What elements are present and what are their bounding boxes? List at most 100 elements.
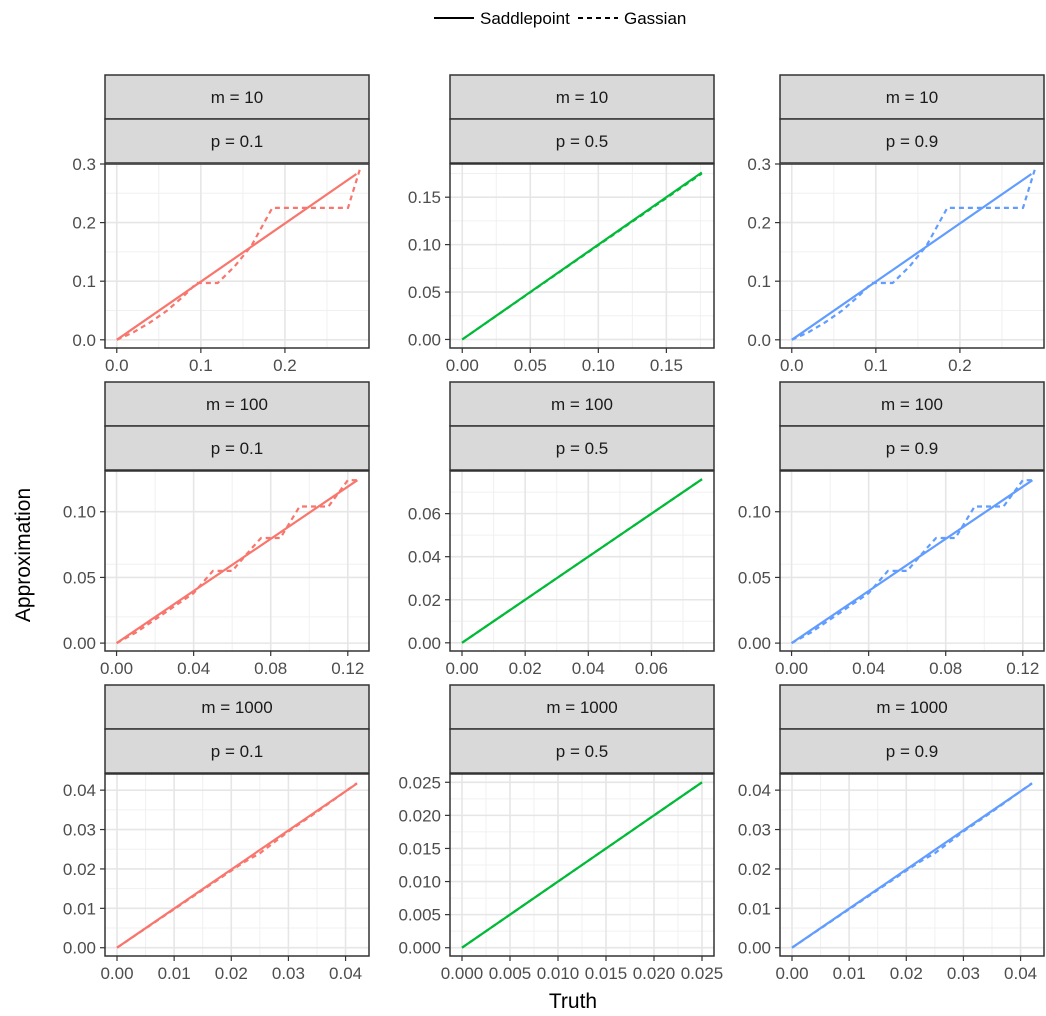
y-tick-label: 0.03 bbox=[738, 821, 771, 840]
y-tick-label: 0.02 bbox=[408, 591, 441, 610]
series-gassian bbox=[461, 781, 703, 949]
strip-p bbox=[779, 118, 1045, 164]
strip-m bbox=[449, 684, 715, 730]
y-tick-label: 0.02 bbox=[63, 860, 96, 879]
y-tick-label: 0.00 bbox=[408, 634, 441, 653]
y-tick-label: 0.020 bbox=[398, 806, 441, 825]
x-tick-label: 0.15 bbox=[650, 356, 683, 375]
x-tick-label: 0.2 bbox=[273, 356, 297, 375]
panel-6: m = 100 p = 0.9 0.00 0.04 0.08 0.12 0.00 0.05 0.… bbox=[738, 381, 1045, 678]
panel-1: m = 10 p = 0.1 0.0 0.1 0.2 0.0 0.1 0.2 0.3 bbox=[72, 74, 370, 375]
y-tick-label: 0.05 bbox=[408, 283, 441, 302]
y-tick-label: 0.000 bbox=[398, 939, 441, 958]
y-tick-label: 0.00 bbox=[738, 939, 771, 958]
panel-7: m = 1000 p = 0.1 0.00 0.01 0.02 0.03 0.04 0.00 0… bbox=[63, 684, 370, 983]
y-tick-label: 0.01 bbox=[63, 899, 96, 918]
x-tick-label: 0.05 bbox=[514, 356, 547, 375]
x-tick-label: 0.01 bbox=[158, 964, 191, 983]
strip-p bbox=[449, 728, 715, 774]
y-tick-label: 0.0 bbox=[747, 331, 771, 350]
strip-m bbox=[104, 684, 370, 730]
x-tick-label: 0.04 bbox=[1004, 964, 1037, 983]
y-tick-label: 0.06 bbox=[408, 505, 441, 524]
panel-border bbox=[104, 163, 370, 349]
y-tick-label: 0.0 bbox=[72, 331, 96, 350]
x-tick-label: 0.04 bbox=[177, 659, 210, 678]
y-tick-label: 0.04 bbox=[63, 781, 96, 800]
series-saddlepoint bbox=[116, 173, 358, 341]
x-tick-label: 0.005 bbox=[489, 964, 532, 983]
x-tick-label: 0.000 bbox=[441, 964, 484, 983]
y-tick-label: 0.15 bbox=[408, 188, 441, 207]
y-tick-label: 0.10 bbox=[63, 503, 96, 522]
y-tick-label: 0.05 bbox=[738, 568, 771, 587]
strip-p bbox=[779, 728, 1045, 774]
panel-border bbox=[779, 163, 1045, 349]
y-tick-label: 0.1 bbox=[747, 272, 771, 291]
y-tick-label: 0.00 bbox=[738, 634, 771, 653]
x-tick-label: 0.00 bbox=[100, 964, 133, 983]
strip-p bbox=[104, 118, 370, 164]
panel-4: m = 100 p = 0.1 0.00 0.04 0.08 0.12 0.00 0.05 0.… bbox=[63, 381, 370, 678]
series-gassian bbox=[791, 782, 1033, 949]
strip-label-p: p = 0.9 bbox=[886, 439, 938, 458]
y-tick-label: 0.02 bbox=[738, 860, 771, 879]
x-tick-label: 0.0 bbox=[105, 356, 129, 375]
strip-label-m: m = 1000 bbox=[546, 698, 617, 717]
x-tick-label: 0.08 bbox=[929, 659, 962, 678]
x-tick-label: 0.02 bbox=[890, 964, 923, 983]
series-gassian bbox=[461, 478, 703, 644]
strip-m bbox=[779, 684, 1045, 730]
x-tick-label: 0.1 bbox=[864, 356, 888, 375]
strip-p bbox=[449, 118, 715, 164]
x-tick-label: 0.00 bbox=[775, 964, 808, 983]
strip-p bbox=[104, 728, 370, 774]
x-tick-label: 0.04 bbox=[572, 659, 605, 678]
x-tick-label: 0.00 bbox=[100, 659, 133, 678]
x-tick-label: 0.00 bbox=[446, 356, 479, 375]
panel-border bbox=[779, 470, 1045, 652]
legend: Saddlepoint Gassian bbox=[434, 9, 686, 28]
strip-p bbox=[449, 425, 715, 471]
x-tick-label: 0.03 bbox=[947, 964, 980, 983]
strip-label-p: p = 0.1 bbox=[211, 439, 263, 458]
y-tick-label: 0.2 bbox=[747, 214, 771, 233]
series-saddlepoint bbox=[790, 479, 1034, 645]
panel-border bbox=[449, 163, 715, 349]
series-gassian bbox=[116, 166, 362, 341]
strip-p bbox=[779, 425, 1045, 471]
strip-label-m: m = 10 bbox=[211, 88, 263, 107]
y-tick-label: 0.01 bbox=[738, 899, 771, 918]
x-tick-label: 0.020 bbox=[633, 964, 676, 983]
y-tick-label: 0.05 bbox=[63, 568, 96, 587]
panel-2: m = 10 p = 0.5 0.00 0.05 0.10 0.15 0.00 0.05 0.1… bbox=[408, 74, 715, 375]
y-tick-label: 0.00 bbox=[63, 634, 96, 653]
y-tick-label: 0.2 bbox=[72, 214, 96, 233]
strip-label-p: p = 0.1 bbox=[211, 132, 263, 151]
series-saddlepoint bbox=[791, 173, 1033, 341]
series-gassian bbox=[461, 172, 703, 341]
legend-label-saddlepoint: Saddlepoint bbox=[480, 9, 570, 28]
legend-label-gassian: Gassian bbox=[624, 9, 686, 28]
x-tick-label: 0.04 bbox=[852, 659, 885, 678]
strip-p bbox=[104, 425, 370, 471]
strip-label-m: m = 10 bbox=[556, 88, 608, 107]
panel-border bbox=[104, 470, 370, 652]
strip-m bbox=[449, 74, 715, 120]
x-tick-label: 0.02 bbox=[509, 659, 542, 678]
strip-label-m: m = 1000 bbox=[876, 698, 947, 717]
y-tick-label: 0.10 bbox=[738, 503, 771, 522]
strip-label-m: m = 1000 bbox=[201, 698, 272, 717]
y-tick-label: 0.3 bbox=[747, 155, 771, 174]
x-tick-label: 0.04 bbox=[329, 964, 362, 983]
y-tick-label: 0.00 bbox=[63, 939, 96, 958]
y-axis-title: Approximation bbox=[12, 488, 35, 622]
x-tick-label: 0.1 bbox=[189, 356, 213, 375]
x-axis-title: Truth bbox=[549, 990, 597, 1013]
x-tick-label: 0.12 bbox=[331, 659, 364, 678]
x-tick-label: 0.025 bbox=[681, 964, 724, 983]
panel-border bbox=[104, 773, 370, 957]
y-tick-label: 0.3 bbox=[72, 155, 96, 174]
series-saddlepoint bbox=[115, 479, 359, 645]
